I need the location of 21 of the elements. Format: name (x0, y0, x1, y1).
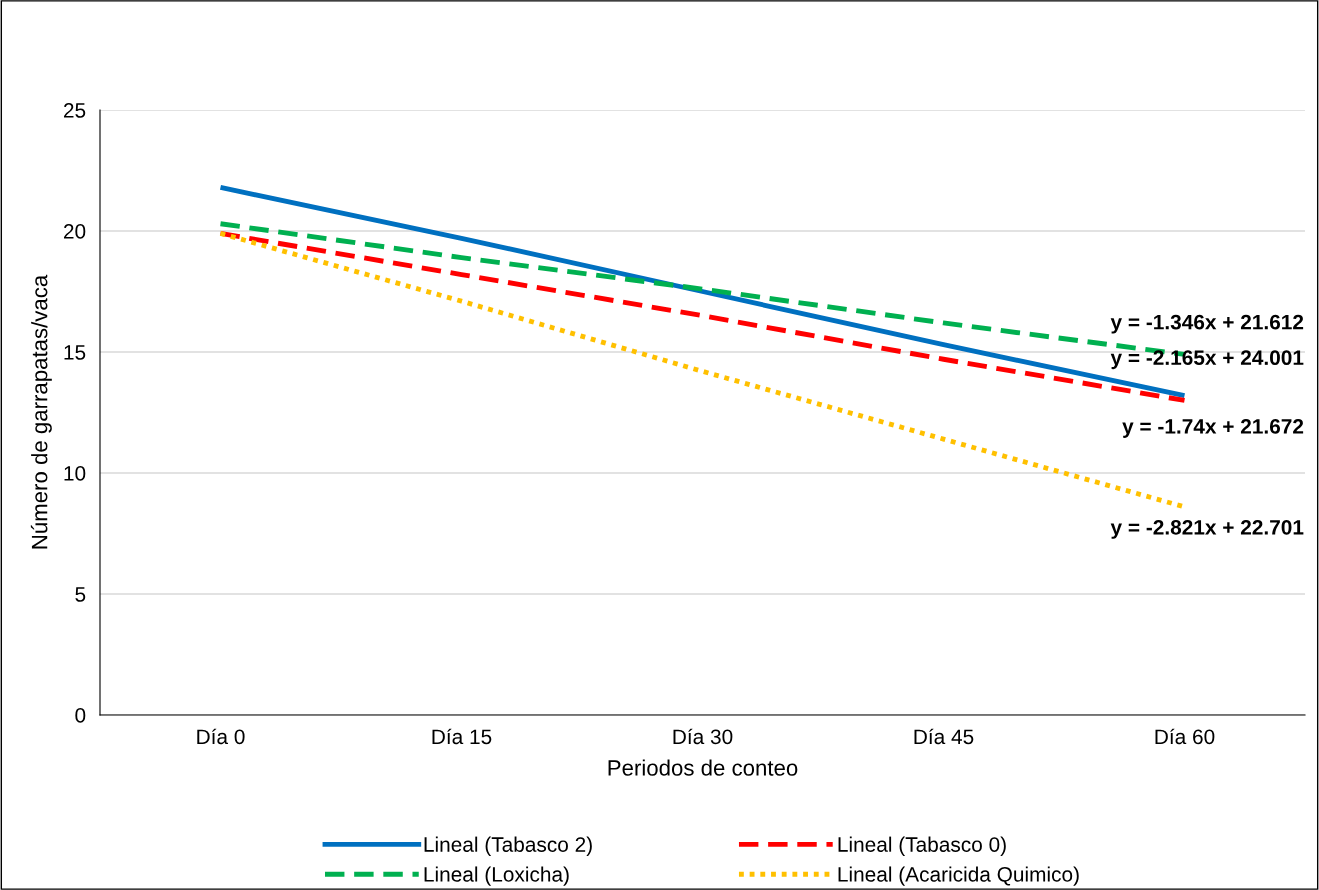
x-tick-label: Día 15 (432, 728, 492, 745)
annotation: y = -1.346x + 21.612 (1110, 314, 1304, 334)
y-tick-label: 20 (63, 224, 86, 239)
legend-label: Lineal (Loxicha) (424, 866, 569, 886)
x-tick-label: Día 45 (914, 728, 974, 745)
legend-label: Lineal (Tabasco 0) (838, 836, 1006, 857)
legend-label: Lineal (Acaricida Quimico) (838, 866, 1079, 886)
annotation: y = -2.821x + 22.701 (1110, 519, 1304, 539)
x-tick-label: Día 0 (197, 728, 245, 745)
annotation: y = -2.165x + 24.001 (1110, 350, 1304, 370)
legend-label: Lineal (Tabasco 2) (424, 836, 592, 857)
y-tick-label: 10 (64, 466, 86, 481)
y-tick-label: 15 (64, 345, 86, 360)
y-tick-label: 25 (63, 103, 86, 118)
y-tick-label: 0 (75, 708, 86, 723)
x-tick-label: Día 30 (673, 728, 733, 745)
y-axis-title: Número de garrapatas/vaca (30, 274, 52, 549)
annotation: y = -1.74x + 21.672 (1122, 419, 1304, 438)
x-axis-title: Periodos de conteo (608, 759, 798, 776)
x-tick-label: Día 60 (1155, 728, 1215, 745)
y-tick-label: 5 (75, 587, 86, 602)
